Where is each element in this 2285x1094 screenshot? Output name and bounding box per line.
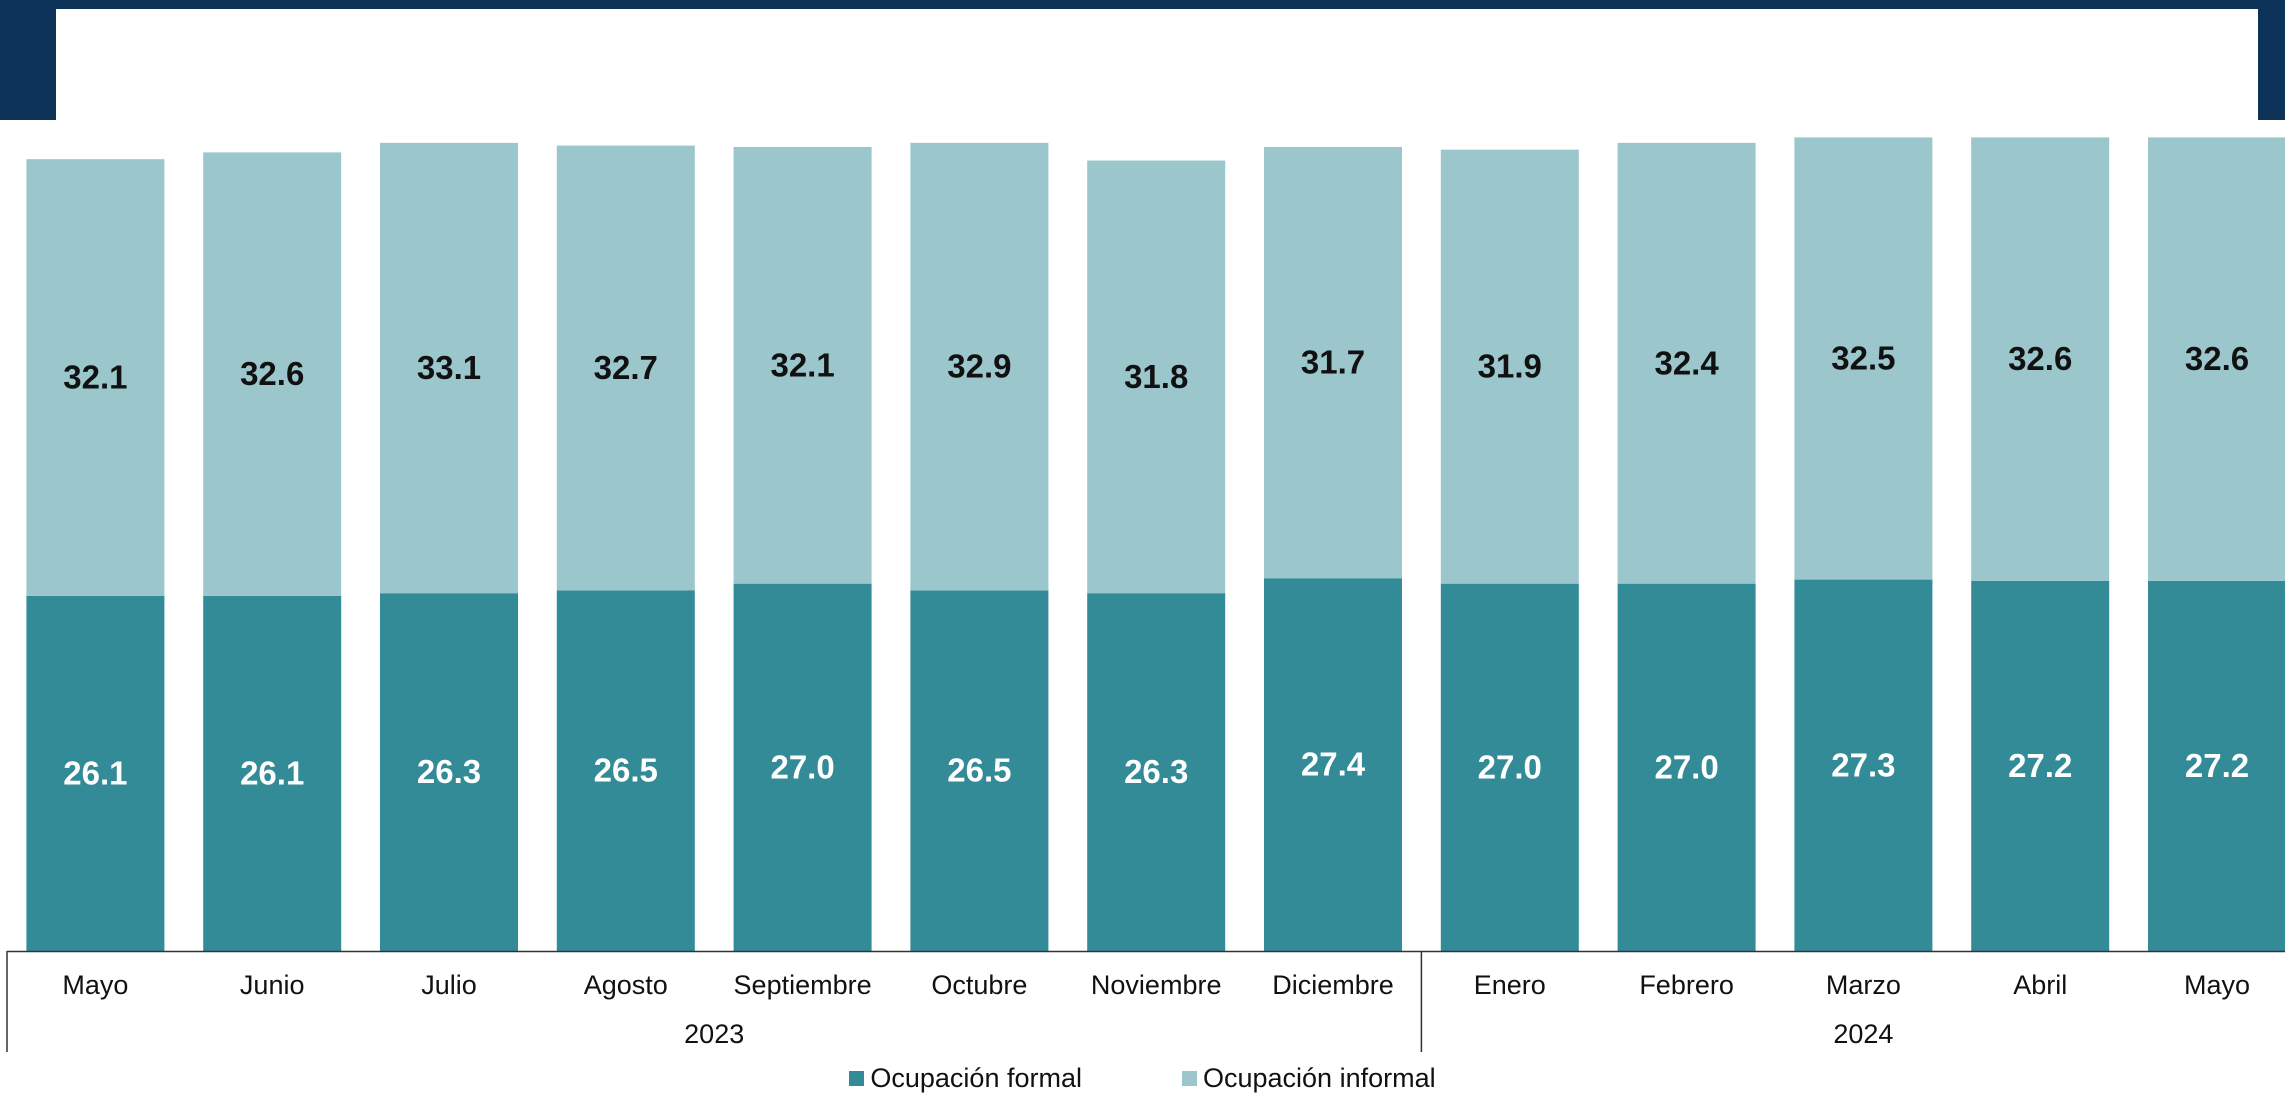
data-label-formal-8: 27.0: [1478, 748, 1542, 785]
legend-label-informal: Ocupación informal: [1202, 1062, 1436, 1093]
legend-swatch-informal: [1181, 1070, 1197, 1086]
bar-formal-5: [910, 590, 1049, 951]
bar-formal-1: [203, 595, 342, 951]
x-group-label-1: 2024: [1833, 1019, 1893, 1049]
data-label-formal-3: 26.5: [594, 752, 658, 789]
x-tick-label-1: Junio: [240, 970, 305, 1000]
chart-legend: Ocupación formal Ocupación informal: [0, 1062, 2285, 1094]
x-tick-label-12: Mayo: [2184, 970, 2250, 1000]
bar-formal-7: [1264, 578, 1402, 951]
bar-formal-6: [1087, 593, 1226, 951]
bar-informal-6: [1087, 160, 1226, 594]
bar-informal-7: [1264, 146, 1402, 579]
legend-item-formal: Ocupación formal: [849, 1063, 1082, 1094]
bar-informal-9: [1617, 142, 1756, 584]
data-label-informal-5: 32.9: [947, 348, 1011, 385]
data-label-informal-12: 32.6: [2185, 340, 2249, 377]
bar-formal-2: [380, 593, 518, 951]
data-label-informal-10: 32.5: [1831, 340, 1895, 377]
data-label-informal-11: 32.6: [2008, 340, 2072, 377]
bar-informal-8: [1440, 149, 1579, 584]
data-label-formal-12: 27.2: [2185, 747, 2249, 784]
x-tick-label-0: Mayo: [62, 970, 128, 1000]
bar-formal-0: [26, 595, 165, 951]
data-label-informal-1: 32.6: [240, 355, 304, 392]
bar-formal-3: [556, 590, 695, 951]
data-label-informal-4: 32.1: [770, 346, 834, 383]
bar-formal-11: [1971, 580, 2110, 951]
bar-formal-8: [1440, 583, 1579, 951]
bar-formal-12: [2148, 580, 2285, 951]
x-tick-label-6: Noviembre: [1091, 970, 1222, 1000]
bar-informal-12: [2148, 137, 2285, 581]
bar-informal-3: [556, 145, 695, 591]
data-label-formal-9: 27.0: [1654, 748, 1718, 785]
data-label-formal-1: 26.1: [240, 754, 304, 791]
bar-formal-9: [1617, 583, 1756, 951]
data-label-formal-4: 27.0: [770, 748, 834, 785]
legend-swatch-formal: [849, 1070, 865, 1086]
bar-formal-4: [733, 583, 872, 951]
data-label-formal-2: 26.3: [417, 753, 481, 790]
data-label-formal-5: 26.5: [947, 752, 1011, 789]
data-label-formal-10: 27.3: [1831, 746, 1895, 783]
bar-informal-1: [203, 152, 342, 596]
data-label-formal-6: 26.3: [1124, 753, 1188, 790]
x-tick-label-9: Febrero: [1639, 970, 1734, 1000]
stacked-bar-chart: 26.1 32.1 Mayo 26.1 32.6 Junio 26.3 33.1 Julio 26…: [6, 137, 2285, 1052]
bar-informal-5: [910, 142, 1049, 591]
x-group-label-0: 2023: [684, 1019, 744, 1049]
data-label-informal-2: 33.1: [417, 349, 481, 386]
bar-informal-11: [1971, 137, 2110, 581]
header-panel: [56, 9, 2258, 120]
x-tick-label-11: Abril: [2013, 970, 2067, 1000]
data-label-informal-7: 31.7: [1301, 344, 1365, 381]
x-tick-label-10: Marzo: [1826, 970, 1901, 1000]
data-label-informal-0: 32.1: [63, 359, 127, 396]
bar-informal-10: [1794, 137, 1933, 580]
bar-formal-10: [1794, 579, 1933, 951]
data-label-formal-7: 27.4: [1301, 746, 1366, 783]
bar-informal-4: [733, 146, 872, 584]
bar-informal-2: [380, 142, 518, 594]
data-label-formal-0: 26.1: [63, 754, 127, 791]
data-label-informal-6: 31.8: [1124, 358, 1188, 395]
legend-label-formal: Ocupación formal: [870, 1062, 1082, 1093]
x-tick-label-2: Julio: [421, 970, 477, 1000]
x-tick-label-3: Agosto: [584, 970, 668, 1000]
x-tick-label-8: Enero: [1474, 970, 1546, 1000]
x-tick-label-5: Octubre: [931, 970, 1027, 1000]
legend-item-informal: Ocupación informal: [1181, 1062, 1436, 1094]
x-tick-label-7: Diciembre: [1272, 970, 1394, 1000]
bar-informal-0: [26, 159, 165, 596]
data-label-informal-8: 31.9: [1478, 348, 1542, 385]
data-label-informal-9: 32.4: [1654, 344, 1719, 381]
x-tick-label-4: Septiembre: [734, 970, 872, 1000]
data-label-formal-11: 27.2: [2008, 747, 2072, 784]
data-label-informal-3: 32.7: [594, 349, 658, 386]
